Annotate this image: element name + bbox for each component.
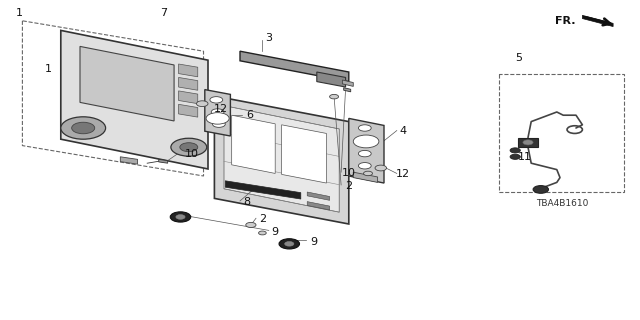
Polygon shape: [307, 192, 330, 200]
Circle shape: [353, 135, 379, 148]
Polygon shape: [353, 172, 378, 182]
Polygon shape: [205, 90, 230, 136]
Text: 9: 9: [271, 227, 279, 237]
Circle shape: [212, 121, 225, 127]
Circle shape: [330, 94, 339, 99]
Circle shape: [211, 109, 224, 115]
Circle shape: [180, 143, 198, 152]
Circle shape: [285, 242, 294, 246]
Text: 9: 9: [310, 236, 317, 247]
Circle shape: [510, 148, 520, 153]
Text: 7: 7: [159, 8, 167, 18]
Polygon shape: [344, 88, 351, 92]
Circle shape: [176, 215, 185, 219]
Text: 5: 5: [515, 52, 522, 63]
Polygon shape: [179, 104, 198, 117]
Polygon shape: [224, 106, 339, 212]
Text: 12: 12: [214, 104, 228, 114]
Polygon shape: [349, 118, 384, 183]
Polygon shape: [61, 30, 208, 169]
Circle shape: [61, 117, 106, 139]
Circle shape: [279, 239, 300, 249]
Polygon shape: [232, 115, 275, 173]
Circle shape: [259, 231, 266, 235]
Text: FR.: FR.: [556, 16, 576, 26]
Text: 3: 3: [266, 33, 272, 44]
Text: 4: 4: [399, 126, 407, 136]
Text: 10: 10: [342, 168, 356, 178]
Text: 1: 1: [16, 8, 22, 18]
Circle shape: [170, 212, 191, 222]
Circle shape: [358, 163, 371, 169]
Text: 10: 10: [185, 148, 199, 159]
Circle shape: [246, 222, 256, 228]
Text: 2: 2: [259, 214, 266, 224]
Text: 8: 8: [243, 196, 250, 207]
Text: TBA4B1610: TBA4B1610: [536, 199, 588, 208]
Polygon shape: [307, 202, 330, 210]
Polygon shape: [159, 159, 168, 163]
Polygon shape: [179, 91, 198, 104]
Text: 1: 1: [45, 64, 51, 74]
Polygon shape: [240, 51, 349, 82]
Polygon shape: [80, 46, 174, 121]
Polygon shape: [179, 77, 198, 90]
Circle shape: [375, 165, 387, 171]
Polygon shape: [317, 72, 346, 87]
Text: 11: 11: [518, 152, 532, 162]
Circle shape: [196, 101, 208, 107]
Text: 12: 12: [396, 169, 410, 180]
Circle shape: [364, 171, 372, 176]
Circle shape: [510, 154, 520, 159]
Polygon shape: [282, 125, 326, 183]
Circle shape: [358, 150, 371, 157]
Circle shape: [171, 138, 207, 156]
Circle shape: [206, 113, 229, 124]
Polygon shape: [342, 80, 353, 86]
Circle shape: [523, 140, 533, 145]
Polygon shape: [225, 181, 301, 199]
Polygon shape: [518, 138, 538, 147]
Circle shape: [210, 97, 223, 103]
Text: 2: 2: [345, 180, 353, 191]
Polygon shape: [582, 15, 613, 27]
Text: 6: 6: [246, 110, 253, 120]
Polygon shape: [120, 157, 138, 164]
Circle shape: [72, 122, 95, 134]
Polygon shape: [214, 96, 349, 224]
Circle shape: [533, 186, 548, 193]
Circle shape: [358, 125, 371, 131]
Polygon shape: [179, 64, 198, 77]
